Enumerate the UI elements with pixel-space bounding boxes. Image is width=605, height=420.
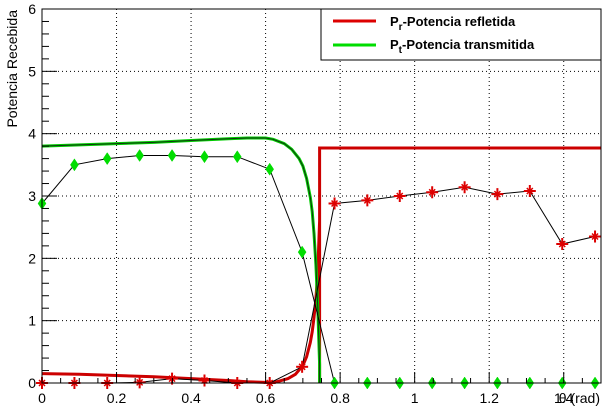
x-tick-label: 1	[411, 390, 419, 406]
marker-stroke-d2	[331, 199, 339, 208]
marker-stroke-d2	[461, 183, 469, 191]
marker-stroke-d2	[526, 187, 534, 195]
data-point-transmitted_measured	[297, 245, 307, 259]
x-axis-title: θ (rad)	[559, 390, 600, 406]
y-tick-label: 3	[28, 188, 36, 204]
x-tick-label: 0.4	[181, 390, 201, 406]
x-tick-label: 0.2	[107, 390, 127, 406]
data-point-reflected_measured	[133, 376, 146, 389]
y-tick-label: 1	[28, 313, 36, 329]
y-tick-label: 2	[28, 250, 36, 266]
x-tick-label: 0.6	[256, 390, 276, 406]
x-tick-label: 1.2	[479, 390, 499, 406]
x-tick-label: 0.8	[330, 390, 350, 406]
data-point-reflected_measured	[426, 186, 439, 199]
y-tick-label: 6	[28, 1, 36, 17]
data-point-reflected_measured	[393, 190, 406, 202]
data-point-reflected_measured	[523, 185, 536, 198]
data-point-reflected_measured	[296, 360, 309, 373]
data-point-reflected_measured	[589, 230, 602, 243]
legend-box	[320, 8, 602, 61]
data-point-transmitted_measured	[200, 150, 209, 164]
marker-stroke-d2	[136, 378, 144, 386]
y-tick-label: 0	[28, 375, 36, 391]
marker-stroke-d2	[363, 196, 371, 204]
series-outline-transmitted_theory	[41, 137, 321, 383]
tick-labels: 0 0.2 0.4 0.6 0.8 1 1.2 1.4 0 1 2 3 4 5 6	[28, 1, 573, 406]
data-point-reflected_measured	[361, 194, 374, 207]
tick-marks	[41, 8, 602, 384]
x-tick-label: 0	[38, 390, 46, 406]
legend-label-transmitted: Pt-Potencia transmitida	[390, 37, 535, 56]
data-point-transmitted_measured	[167, 149, 177, 162]
marker-stroke-d2	[298, 363, 306, 371]
marker-stroke-d2	[591, 232, 599, 241]
data-point-reflected_measured	[458, 181, 471, 194]
data-point-reflected_measured	[198, 374, 211, 387]
data-point-reflected_measured	[491, 188, 504, 201]
legend-label-reflected: Pr-Potencia refletida	[390, 14, 516, 33]
data-point-reflected_measured	[556, 237, 569, 250]
x-tick-label: 1.4	[554, 390, 574, 406]
data-point-transmitted_measured	[135, 149, 144, 162]
data-point-reflected_measured	[328, 197, 341, 210]
marker-stroke-d2	[396, 192, 404, 200]
y-axis-title: Potencia Recebida	[4, 10, 20, 128]
data-point-transmitted_measured	[265, 162, 274, 176]
marker-stroke-d2	[558, 240, 566, 248]
data-point-transmitted_measured	[102, 152, 112, 166]
legend: Pr-Potencia refletida Pt-Potencia transm…	[320, 8, 602, 61]
data-point-transmitted_measured	[232, 150, 242, 164]
data-point-transmitted_measured	[70, 158, 79, 172]
marker-stroke-d2	[493, 190, 501, 198]
marker-stroke-d2	[428, 188, 436, 196]
y-tick-label: 4	[28, 126, 36, 142]
y-tick-label: 5	[28, 63, 36, 79]
